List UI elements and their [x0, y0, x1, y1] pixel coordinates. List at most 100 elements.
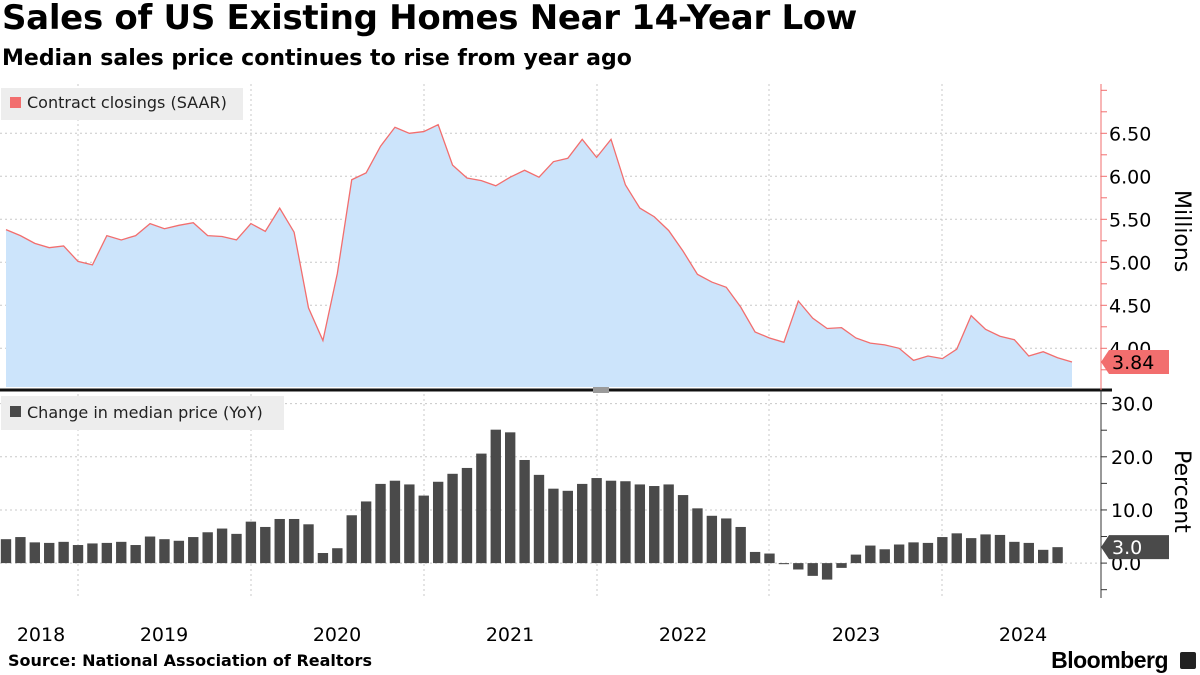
price-change-bar: [418, 495, 429, 564]
y-tick-label-top: 4.50: [1109, 295, 1151, 317]
price-change-bar: [908, 542, 919, 564]
x-tick-label: 2020: [313, 624, 361, 646]
price-change-bar: [649, 486, 660, 564]
legend-label-sales: Contract closings (SAAR): [27, 93, 227, 112]
price-change-bar: [1052, 547, 1063, 564]
x-tick-label: 2021: [486, 624, 534, 646]
price-change-bar: [360, 501, 372, 564]
price-change-bar: [72, 545, 84, 564]
sales-area-fill: [6, 124, 1072, 387]
chart-subtitle: Median sales price continues to rise fro…: [2, 46, 632, 71]
price-change-bar: [231, 533, 242, 564]
price-change-bar: [692, 508, 703, 564]
price-change-bar: [879, 549, 890, 564]
price-change-bar: [317, 553, 329, 564]
price-change-bar: [288, 518, 300, 564]
price-change-bar: [130, 545, 141, 564]
price-change-bar: [821, 563, 833, 580]
last-value-flag-sales-shape: [1101, 350, 1169, 375]
price-change-bar: [116, 541, 127, 564]
price-change-bar: [980, 534, 991, 564]
price-change-bar: [677, 495, 689, 564]
price-change-bar: [332, 548, 343, 564]
price-change-bar: [721, 518, 732, 564]
last-value-flag-sales-label: 3.84: [1112, 352, 1154, 374]
bloomberg-logo: Bloomberg: [1051, 647, 1168, 673]
x-tick-label: 2022: [659, 624, 707, 646]
last-value-flag-price-label: 3.0: [1112, 537, 1142, 559]
price-change-bar: [865, 545, 876, 564]
price-change-bar: [101, 542, 113, 564]
y-tick-label-bottom: 20.0: [1111, 447, 1153, 469]
price-change-bar: [937, 537, 948, 564]
price-change-bar: [490, 429, 501, 564]
source-note: Source: National Association of Realtors: [8, 651, 372, 670]
price-change-bar: [994, 534, 1006, 564]
price-change-bar: [188, 537, 199, 564]
price-change-bar: [274, 518, 285, 564]
price-change-bar: [749, 551, 761, 564]
x-tick-label: 2018: [17, 624, 65, 646]
price-change-bar: [216, 528, 228, 564]
price-change-bar: [346, 515, 357, 564]
price-change-bar: [404, 484, 415, 564]
price-change-bar: [807, 563, 818, 576]
legend-label-price: Change in median price (YoY): [27, 403, 263, 422]
price-change-bar: [0, 539, 12, 564]
legend-swatch-price: [10, 406, 21, 417]
price-change-bar: [533, 474, 545, 564]
last-value-flag-price-shape: [1101, 535, 1169, 560]
x-tick-label: 2023: [832, 624, 880, 646]
price-change-bar: [951, 533, 962, 564]
bloomberg-mark-icon: [1180, 652, 1196, 669]
price-change-bar: [793, 563, 804, 570]
price-change-bar: [476, 453, 487, 564]
pane-resize-handle[interactable]: [593, 387, 609, 393]
chart-title: Sales of US Existing Homes Near 14-Year …: [2, 0, 857, 38]
axes: 4.004.505.005.506.006.500.010.020.030.02…: [0, 84, 1169, 646]
price-change-bars: [0, 429, 1063, 580]
last-value-flag-price: 3.0: [1101, 535, 1169, 560]
y-tick-label-top: 5.00: [1109, 252, 1151, 274]
price-change-bar: [1038, 549, 1049, 564]
price-change-bar: [58, 541, 69, 564]
price-change-bar: [389, 480, 401, 564]
last-value-flag-sales: 3.84: [1101, 350, 1169, 375]
y-tick-label-bottom: 10.0: [1111, 500, 1153, 522]
price-change-bar: [663, 484, 674, 564]
price-change-bar: [505, 432, 516, 564]
price-change-bar: [735, 526, 746, 564]
legend-sales: Contract closings (SAAR): [1, 88, 243, 120]
price-change-bar: [144, 536, 156, 564]
price-change-bar: [432, 481, 444, 564]
price-change-bar: [375, 483, 386, 564]
x-tick-label: 2024: [999, 624, 1047, 646]
price-change-bar: [836, 563, 847, 568]
sales-area-series: [5, 123, 1073, 387]
price-change-bar: [591, 478, 602, 564]
price-change-bar: [778, 563, 790, 565]
price-change-bar: [577, 483, 588, 564]
legend-swatch-sales: [10, 97, 21, 108]
y-tick-label-bottom: 30.0: [1111, 394, 1153, 416]
price-change-bar: [447, 473, 458, 564]
y-tick-label-top: 6.00: [1109, 166, 1151, 188]
price-change-bar: [159, 539, 170, 564]
price-change-bar: [245, 521, 257, 564]
price-change-bar: [548, 488, 559, 564]
price-change-bar: [44, 542, 55, 564]
price-change-bar: [620, 481, 631, 564]
price-change-bar: [173, 540, 185, 564]
price-change-bar: [303, 524, 314, 564]
price-change-bar: [605, 480, 617, 564]
price-change-bar: [1009, 541, 1020, 564]
legend-price: Change in median price (YoY): [1, 396, 284, 430]
y-tick-label-top: 5.50: [1109, 209, 1151, 231]
price-change-bar: [764, 553, 775, 564]
price-change-bar: [461, 467, 473, 564]
price-change-bar: [15, 537, 26, 564]
price-change-bar: [850, 554, 862, 564]
price-change-bar: [519, 459, 530, 564]
price-change-bar: [965, 538, 977, 564]
